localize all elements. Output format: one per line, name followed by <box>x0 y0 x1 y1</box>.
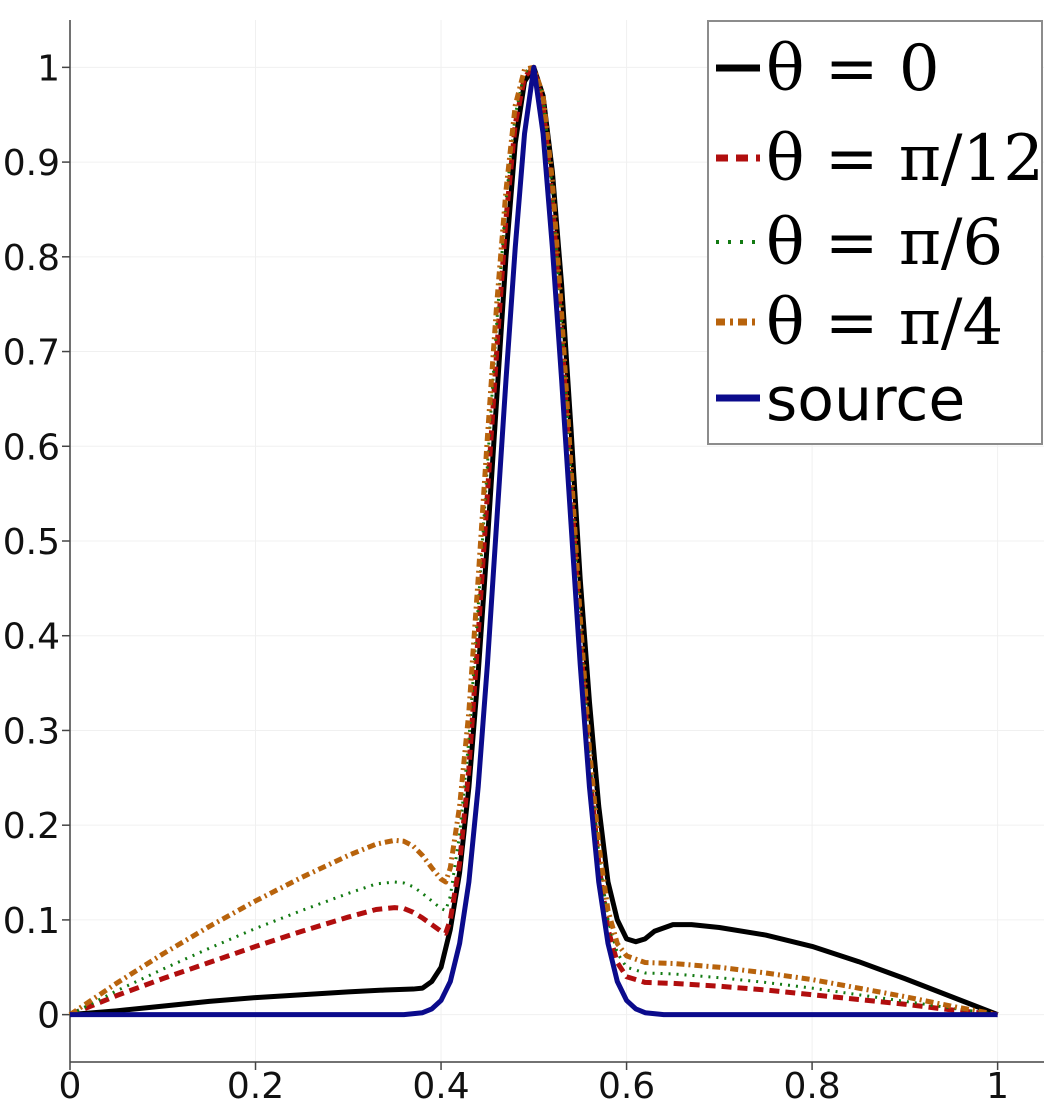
y-tick-label: 0.4 <box>3 617 60 658</box>
x-tick-label: 0 <box>59 1066 82 1107</box>
y-tick-label: 0.8 <box>3 238 60 279</box>
series-line-2 <box>69 65 998 1017</box>
y-tick-label: 0.3 <box>3 711 60 752</box>
y-tick-label: 0.9 <box>3 143 60 184</box>
legend-label-1: θ = π/12 <box>766 122 1044 196</box>
x-tick-label: 0.8 <box>783 1066 840 1107</box>
legend-box <box>707 20 1043 445</box>
y-tick-label: 0.5 <box>3 522 60 563</box>
x-tick-label: 0.4 <box>412 1066 469 1107</box>
legend-label-4: source <box>766 365 965 435</box>
axes: 0 0.2 0.4 0.6 0.8 1 0 0.1 0.2 0.3 0.4 0.5 0.6 0.7 0.8 0… <box>3 20 1044 1107</box>
legend-label-3: θ = π/4 <box>766 286 1003 360</box>
x-tick-label: 1 <box>986 1066 1009 1107</box>
x-tick-label: 0.2 <box>227 1066 284 1107</box>
y-tick-label: 0.2 <box>3 806 60 847</box>
series-line-1 <box>69 64 998 1018</box>
y-tick-label: 0.1 <box>3 901 60 942</box>
y-tick-label: 0 <box>37 996 60 1037</box>
y-tick-label: 0.7 <box>3 333 60 374</box>
y-tick-label: 1 <box>37 48 60 89</box>
y-tick-label: 0.6 <box>3 427 60 468</box>
series-line-3 <box>68 64 999 1018</box>
series-line-4 <box>70 64 998 1018</box>
series-group <box>68 64 999 1018</box>
legend-label-0: θ = 0 <box>766 32 940 106</box>
x-tick-label: 0.6 <box>598 1066 655 1107</box>
legend-label-2: θ = π/6 <box>766 206 1003 280</box>
